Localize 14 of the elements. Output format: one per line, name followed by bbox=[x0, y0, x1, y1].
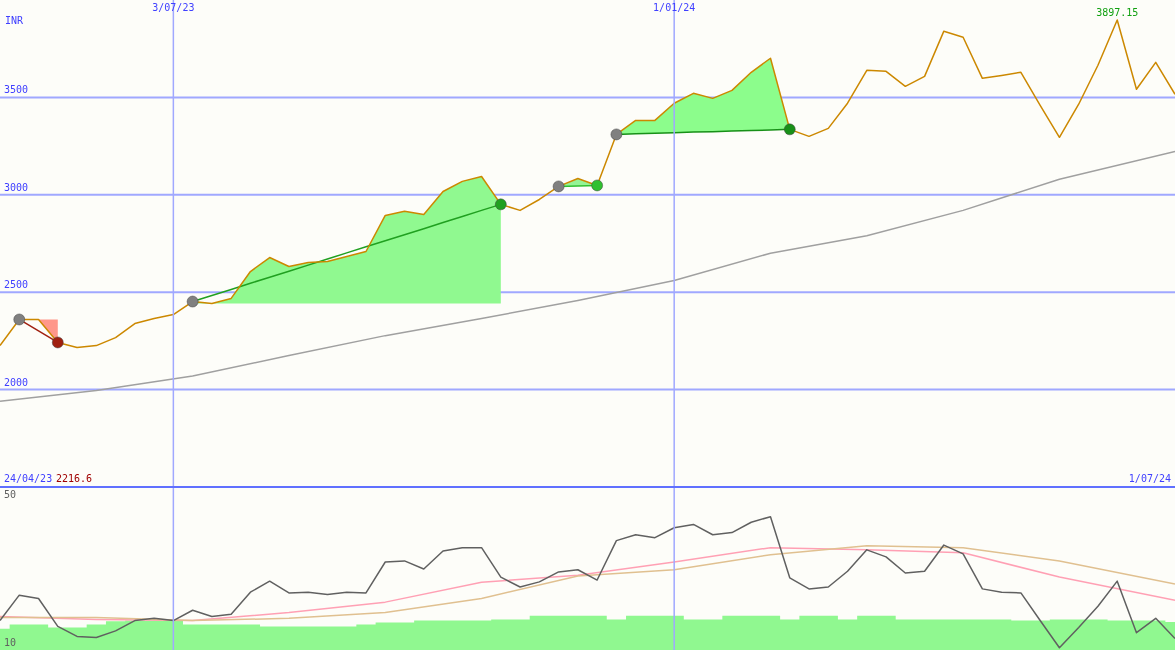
y-tick-label: 10 bbox=[4, 636, 17, 648]
x-tick-label: 3/07/23 bbox=[152, 2, 195, 13]
y-tick-label: 2500 bbox=[4, 279, 29, 291]
annotation: 2216.6 bbox=[56, 473, 93, 484]
annotation: 3897.15 bbox=[1096, 7, 1139, 19]
x-tick-label: 1/01/24 bbox=[653, 2, 696, 13]
annotation: 1/07/24 bbox=[1128, 473, 1171, 484]
y-axis-title: INR bbox=[5, 15, 25, 26]
y-tick-label: 50 bbox=[4, 489, 17, 501]
y-tick-label: 3500 bbox=[4, 84, 29, 96]
annotation: 24/04/23 bbox=[4, 473, 53, 484]
line-series bbox=[0, 515, 1175, 649]
y-tick-label: 3000 bbox=[4, 181, 29, 193]
y-tick-label: 2000 bbox=[4, 376, 29, 388]
